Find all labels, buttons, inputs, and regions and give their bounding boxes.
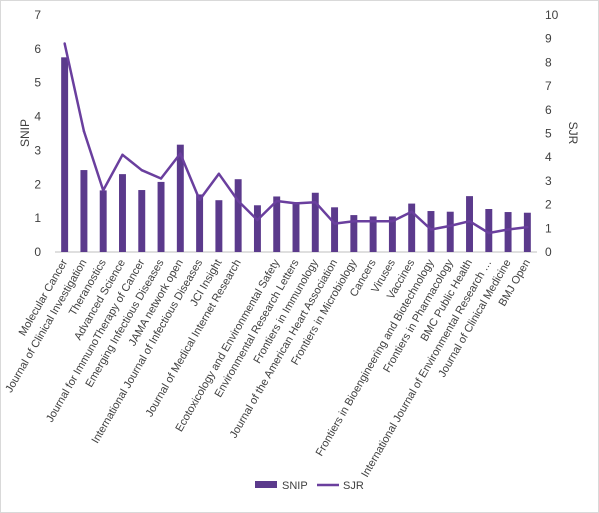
point-sjr [468, 219, 471, 223]
bar-snip [446, 211, 454, 252]
point-sjr [82, 129, 86, 133]
y-axis-label: SNIP [18, 119, 32, 147]
right-tick-label: 2 [545, 198, 552, 212]
bar-snip [408, 203, 416, 252]
y2-axis-label: SJR [566, 122, 580, 145]
bar-snip [350, 215, 358, 252]
point-sjr [391, 219, 394, 223]
bar-snip [504, 212, 512, 252]
point-sjr [506, 228, 510, 231]
point-sjr [217, 172, 221, 175]
bar-snip [369, 216, 377, 252]
point-sjr [63, 42, 66, 45]
left-tick-label: 2 [34, 177, 41, 191]
point-sjr [410, 210, 413, 213]
right-tick-label: 10 [545, 8, 559, 22]
right-tick-label: 6 [545, 103, 552, 117]
left-tick-label: 6 [34, 42, 41, 56]
right-tick-labels: 0 1 2 3 4 5 6 7 8 9 10 [545, 8, 559, 259]
bar-snip [138, 190, 146, 252]
point-sjr [236, 199, 240, 203]
left-tick-labels: 0 1 2 3 4 5 6 7 [34, 8, 41, 259]
legend-snip-label: SNIP [282, 480, 308, 492]
point-sjr [487, 231, 490, 235]
bar-snip [234, 179, 242, 252]
point-sjr [429, 228, 433, 231]
point-sjr [352, 219, 356, 223]
right-tick-label: 0 [545, 245, 552, 259]
bar-snip [176, 144, 184, 252]
point-sjr [314, 201, 317, 204]
point-sjr [449, 224, 452, 228]
bar-snip [119, 174, 126, 252]
bar-snip [427, 211, 435, 252]
line-layer [63, 42, 529, 235]
point-sjr [159, 177, 163, 180]
bar-snip [292, 202, 300, 252]
right-tick-label: 9 [545, 32, 552, 46]
right-tick-label: 1 [545, 221, 552, 235]
point-sjr [121, 153, 124, 157]
point-sjr [140, 169, 143, 172]
bar-snip [331, 207, 339, 252]
legend-sjr-label: SJR [343, 480, 364, 492]
right-tick-label: 4 [545, 150, 552, 164]
bar-snip [61, 57, 69, 253]
point-sjr [198, 198, 201, 202]
left-tick-label: 3 [34, 143, 41, 157]
point-sjr [102, 189, 105, 192]
point-sjr [294, 202, 298, 205]
point-sjr [371, 219, 375, 223]
legend: SNIP SJR [255, 480, 364, 492]
bar-snip [311, 192, 319, 252]
bars-layer [61, 57, 531, 253]
left-tick-label: 5 [34, 76, 41, 90]
point-sjr [256, 218, 259, 222]
right-tick-label: 5 [545, 127, 552, 141]
bar-snip [80, 170, 88, 252]
point-sjr [179, 152, 182, 155]
left-tick-label: 7 [34, 8, 41, 22]
bar-snip [253, 205, 261, 252]
left-tick-label: 4 [34, 110, 41, 124]
bar-snip [273, 196, 281, 252]
point-sjr [275, 199, 278, 203]
point-sjr [333, 222, 336, 225]
point-sjr [526, 225, 529, 229]
right-tick-label: 7 [545, 79, 552, 93]
legend-snip-swatch [255, 481, 277, 488]
bar-snip [215, 200, 223, 252]
left-tick-label: 1 [34, 211, 41, 225]
bar-snip [196, 194, 204, 252]
bar-snip [157, 181, 165, 252]
bar-snip [99, 190, 107, 252]
bar-snip [485, 209, 493, 252]
right-tick-label: 8 [545, 55, 552, 69]
bar-snip [388, 216, 396, 252]
left-tick-label: 0 [34, 245, 41, 259]
bar-snip [523, 212, 531, 252]
bar-snip [466, 196, 473, 252]
right-tick-label: 3 [545, 174, 552, 188]
